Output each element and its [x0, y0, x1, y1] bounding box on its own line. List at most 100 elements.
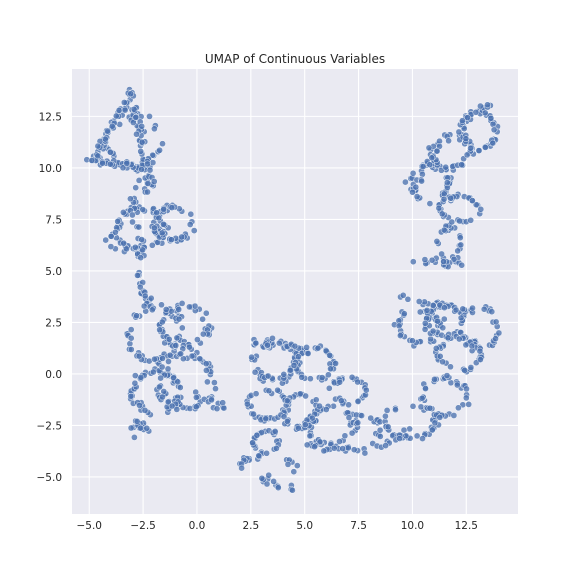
y-tick-label: 7.5	[45, 214, 62, 226]
scatter-point	[457, 241, 465, 249]
scatter-point	[127, 90, 135, 98]
scatter-point	[153, 209, 160, 217]
scatter-point	[314, 344, 322, 352]
scatter-point	[269, 334, 276, 342]
scatter-point	[107, 243, 115, 250]
scatter-point	[99, 159, 106, 167]
scatter-point	[172, 342, 180, 349]
scatter-point	[88, 157, 96, 164]
scatter-point	[165, 335, 173, 343]
scatter-point	[148, 306, 156, 314]
scatter-point	[120, 239, 128, 247]
scatter-point	[134, 272, 141, 279]
scatter-point	[304, 350, 312, 357]
scatter-point	[409, 188, 416, 196]
scatter-point	[338, 397, 345, 405]
scatter-point	[413, 432, 421, 440]
scatter-point	[149, 151, 156, 159]
scatter-point	[250, 410, 257, 418]
scatter-point	[469, 197, 476, 205]
scatter-point	[170, 374, 177, 382]
scatter-point	[415, 298, 423, 305]
scatter-point	[158, 301, 165, 309]
scatter-point	[107, 232, 115, 240]
scatter-point	[421, 326, 429, 333]
scatter-point	[462, 135, 470, 143]
scatter-point	[138, 166, 145, 173]
scatter-point	[129, 218, 136, 226]
scatter-point	[348, 373, 356, 381]
x-tick-label: 2.5	[242, 520, 259, 532]
scatter-point	[150, 178, 158, 185]
scatter-point	[462, 341, 470, 349]
scatter-point	[426, 200, 434, 207]
scatter-point	[433, 238, 441, 245]
scatter-point	[144, 160, 151, 168]
scatter-point	[298, 373, 306, 381]
scatter-point	[489, 120, 497, 128]
scatter-point	[383, 407, 391, 414]
scatter-point	[147, 294, 155, 302]
scatter-point	[435, 204, 443, 212]
scatter-point	[476, 347, 484, 355]
scatter-point	[284, 461, 292, 468]
scatter-point	[199, 330, 207, 338]
scatter-point	[159, 355, 166, 362]
scatter-point	[458, 261, 466, 269]
scatter-point	[166, 351, 174, 359]
scatter-point	[450, 255, 458, 263]
scatter-point	[307, 375, 314, 383]
scatter-point	[158, 229, 166, 237]
scatter-point	[157, 374, 164, 382]
scatter-point	[158, 318, 166, 326]
scatter-point	[462, 394, 470, 402]
scatter-point	[397, 332, 404, 339]
scatter-point	[488, 308, 496, 316]
scatter-point	[444, 334, 452, 342]
scatter-point	[303, 344, 310, 351]
scatter-point	[461, 367, 469, 374]
scatter-point	[339, 445, 347, 452]
scatter-point	[445, 137, 452, 145]
scatter-point	[413, 193, 421, 200]
scatter-point	[249, 439, 256, 447]
scatter-point	[463, 151, 471, 159]
scatter-point	[436, 352, 444, 360]
scatter-point	[258, 474, 266, 482]
scatter-point	[204, 378, 211, 386]
scatter-point	[289, 486, 296, 494]
scatter-point	[193, 394, 200, 401]
scatter-point	[409, 169, 417, 177]
scatter-point	[409, 258, 417, 266]
scatter-point	[480, 305, 488, 313]
scatter-point	[428, 426, 436, 434]
scatter-point	[136, 401, 143, 409]
scatter-point	[330, 444, 338, 452]
scatter-point	[251, 368, 259, 376]
scatter-point	[440, 315, 448, 323]
scatter-point	[274, 484, 282, 492]
scatter-point	[443, 372, 451, 379]
scatter-point	[94, 142, 102, 150]
scatter-point	[484, 101, 491, 109]
scatter-point	[160, 220, 167, 228]
scatter-point	[350, 446, 358, 454]
scatter-point	[173, 334, 181, 342]
scatter-point	[428, 256, 436, 264]
scatter-point	[455, 335, 463, 343]
scatter-point	[402, 178, 409, 186]
scatter-point	[219, 399, 227, 407]
scatter-point	[447, 363, 454, 371]
scatter-point	[115, 106, 123, 114]
scatter-point	[432, 345, 440, 352]
scatter-point	[108, 122, 116, 130]
scatter-point	[311, 443, 318, 451]
scatter-point	[129, 211, 136, 219]
scatter-point	[244, 400, 251, 408]
scatter-point	[132, 184, 140, 192]
scatter-point	[438, 250, 445, 258]
scatter-point	[290, 362, 298, 369]
scatter-point	[452, 306, 460, 314]
scatter-point	[107, 148, 114, 156]
scatter-point	[332, 360, 339, 367]
